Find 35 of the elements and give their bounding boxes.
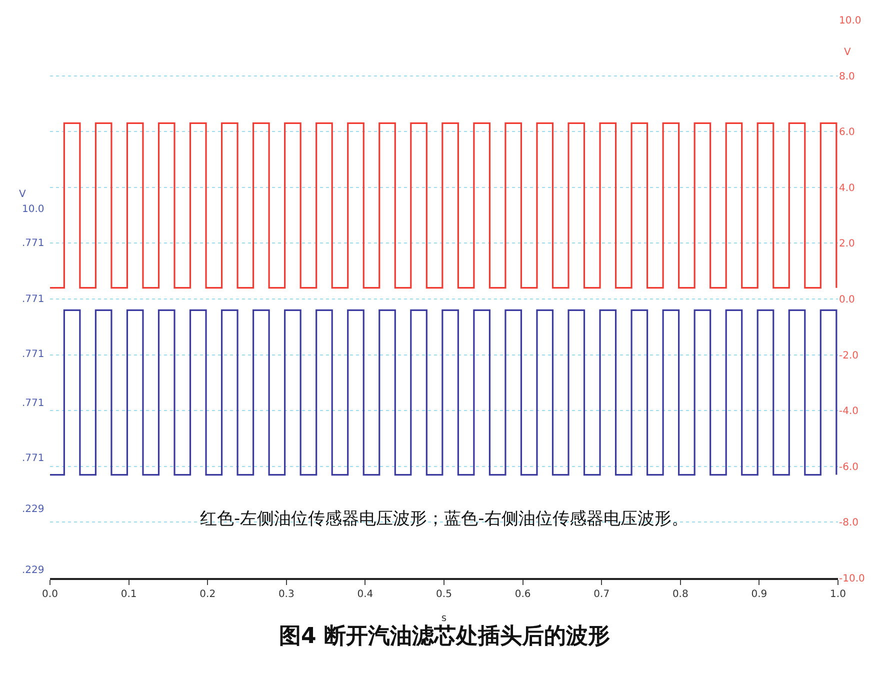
- x-tick-label: 0.7: [594, 589, 610, 600]
- x-axis-title: s: [441, 613, 447, 624]
- y2-tick-label: 8.0: [839, 71, 855, 82]
- x-tick-label: 0.9: [751, 589, 768, 600]
- annotation: 红色-左侧油位传感器电压波形；蓝色-右侧油位传感器电压波形。: [200, 509, 688, 529]
- y2-tick-label: 4.0: [839, 182, 855, 194]
- y2-tick-label: 2.0: [839, 238, 855, 250]
- y2-tick-label: -10.0: [839, 574, 865, 584]
- y2-tick-label: 6.0: [839, 127, 855, 138]
- x-tick-label: 0.0: [42, 589, 58, 600]
- text: .229: [22, 565, 44, 576]
- y2-tick-label: -6.0: [839, 462, 859, 473]
- x-tick-label: 0.3: [278, 589, 294, 600]
- x-tick-label: 0.8: [672, 589, 688, 600]
- text: .771: [22, 238, 44, 249]
- text: .771: [22, 398, 44, 409]
- x-tick-label: 0.1: [120, 589, 137, 600]
- x-tick-label: 0.2: [200, 589, 216, 600]
- text: .771: [22, 294, 44, 305]
- y2-tick-label: 0.0: [839, 294, 855, 306]
- x-tick-label: 0.4: [357, 589, 374, 600]
- x-tick-label: 0.5: [436, 589, 452, 600]
- y2-tick-label: -8.0: [839, 518, 859, 529]
- y2-tick-label: -2.0: [839, 350, 859, 362]
- x-tick-label: 1.0: [830, 589, 846, 600]
- y-axis-title: V: [19, 189, 26, 200]
- text: .229: [22, 504, 44, 515]
- text: .771: [22, 349, 44, 360]
- y2-tick-label: 10.0: [839, 16, 862, 26]
- x-tick-label: 0.6: [514, 589, 531, 600]
- y2-axis-title: V: [844, 47, 851, 58]
- text: .771: [22, 453, 44, 464]
- text: 图4 断开汽油滤芯处插头后的波形: [279, 624, 610, 649]
- text: 10.0: [22, 204, 44, 215]
- y2-tick-label: -4.0: [839, 406, 859, 418]
